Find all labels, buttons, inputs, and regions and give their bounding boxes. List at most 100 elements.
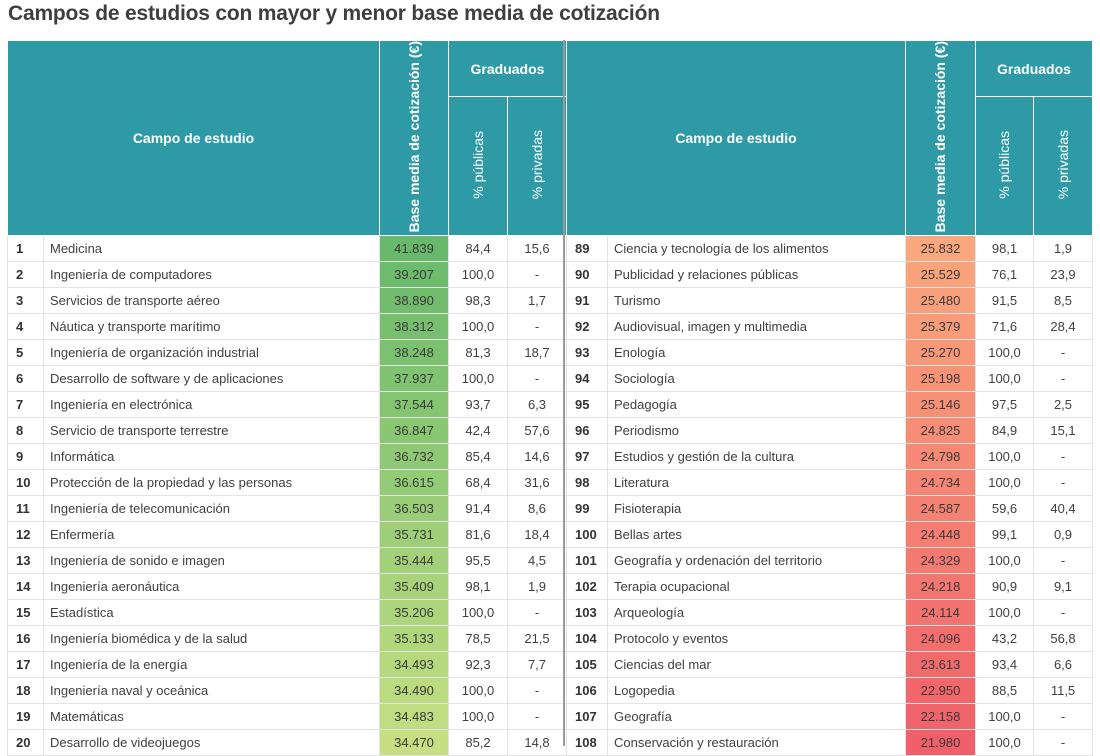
base-cell: 24.587 <box>905 495 976 523</box>
table-row: 10 Protección de la propiedad y las perso… <box>7 469 567 497</box>
rank-cell: 10 <box>7 469 44 497</box>
base-cell: 36.732 <box>379 443 449 471</box>
campo-cell: Geografía <box>607 703 906 731</box>
base-cell: 23.613 <box>905 651 976 679</box>
privadas-cell: - <box>507 677 567 705</box>
campo-cell: Ingeniería naval y oceánica <box>43 677 380 705</box>
campo-cell: Ingeniería de la energía <box>43 651 380 679</box>
rank-cell: 18 <box>7 677 44 705</box>
table-row: 4 Náutica y transporte marítimo 38.312 100,… <box>7 313 567 341</box>
campo-header: Campo de estudio <box>7 39 380 237</box>
rank-cell: 5 <box>7 339 44 367</box>
base-cell: 24.448 <box>905 521 976 549</box>
table-row: 96 Periodismo 24.825 84,9 15,1 <box>566 417 1093 445</box>
privadas-cell: 0,9 <box>1033 521 1093 549</box>
base-cell: 34.470 <box>379 729 449 756</box>
rank-cell: 100 <box>566 521 608 549</box>
campo-cell: Ingeniería de organización industrial <box>43 339 380 367</box>
rank-cell: 95 <box>566 391 608 419</box>
table-row: 92 Audiovisual, imagen y multimedia 25.379… <box>566 313 1093 341</box>
publicas-cell: 92,3 <box>448 651 508 679</box>
campo-cell: Periodismo <box>607 417 906 445</box>
table-row: 17 Ingeniería de la energía 34.493 92,3 7,7 <box>7 651 567 679</box>
rank-cell: 103 <box>566 599 608 627</box>
base-cell: 36.503 <box>379 495 449 523</box>
base-cell: 36.847 <box>379 417 449 445</box>
campo-cell: Desarrollo de videojuegos <box>43 729 380 756</box>
rank-cell: 99 <box>566 495 608 523</box>
publicas-cell: 91,4 <box>448 495 508 523</box>
base-cell: 25.146 <box>905 391 976 419</box>
table-row: 11 Ingeniería de telecomunicación 36.503 91… <box>7 495 567 523</box>
campo-cell: Fisioterapia <box>607 495 906 523</box>
base-cell: 25.480 <box>905 287 976 315</box>
base-header: Base media de cotización (€) <box>905 39 976 237</box>
publicas-cell: 100,0 <box>448 677 508 705</box>
base-cell: 37.937 <box>379 365 449 393</box>
table-row: 14 Ingeniería aeronáutica 35.409 98,1 1,9 <box>7 573 567 601</box>
rank-cell: 19 <box>7 703 44 731</box>
table-row: 18 Ingeniería naval y oceánica 34.490 100,0… <box>7 677 567 705</box>
rank-cell: 106 <box>566 677 608 705</box>
campo-cell: Ingeniería de computadores <box>43 261 380 289</box>
base-cell: 24.329 <box>905 547 976 575</box>
publicas-cell: 90,9 <box>975 573 1034 601</box>
privadas-cell: 14,8 <box>507 729 567 756</box>
table-row: 89 Ciencia y tecnología de los alimentos 2… <box>566 235 1093 263</box>
table-row: 94 Sociología 25.198 100,0- <box>566 365 1093 393</box>
rank-cell: 97 <box>566 443 608 471</box>
privadas-cell: - <box>507 261 567 289</box>
privadas-cell: 1,7 <box>507 287 567 315</box>
base-header: Base media de cotización (€) <box>379 39 449 237</box>
rank-cell: 9 <box>7 443 44 471</box>
table-row: 1 Medicina 41.839 84,4 15,6 <box>7 235 567 263</box>
publicas-cell: 100,0 <box>975 729 1034 756</box>
campo-cell: Desarrollo de software y de aplicaciones <box>43 365 380 393</box>
campo-header: Campo de estudio <box>566 39 906 237</box>
publicas-cell: 59,6 <box>975 495 1034 523</box>
privadas-cell: 18,4 <box>507 521 567 549</box>
publicas-cell: 98,1 <box>975 235 1034 263</box>
privadas-cell: 1,9 <box>1033 235 1093 263</box>
rank-cell: 104 <box>566 625 608 653</box>
campo-cell: Bellas artes <box>607 521 906 549</box>
privadas-cell: - <box>507 703 567 731</box>
privadas-cell: - <box>1033 443 1093 471</box>
table-row: 103 Arqueología 24.114 100,0- <box>566 599 1093 627</box>
table-row: 90 Publicidad y relaciones públicas 25.529… <box>566 261 1093 289</box>
privadas-cell: 15,1 <box>1033 417 1093 445</box>
table-row: 13 Ingeniería de sonido e imagen 35.444 95,… <box>7 547 567 575</box>
privadas-cell: - <box>507 599 567 627</box>
rank-cell: 94 <box>566 365 608 393</box>
base-cell: 25.379 <box>905 313 976 341</box>
privadas-cell: 15,6 <box>507 235 567 263</box>
campo-cell: Audiovisual, imagen y multimedia <box>607 313 906 341</box>
publicas-cell: 100,0 <box>448 599 508 627</box>
rank-cell: 105 <box>566 651 608 679</box>
rank-cell: 11 <box>7 495 44 523</box>
table-row: 16 Ingeniería biomédica y de la salud 35.1… <box>7 625 567 653</box>
publicas-header: % públicas <box>448 96 508 237</box>
base-cell: 21.980 <box>905 729 976 756</box>
campo-cell: Estadística <box>43 599 380 627</box>
table-row: 2 Ingeniería de computadores 39.207 100,0- <box>7 261 567 289</box>
rank-cell: 15 <box>7 599 44 627</box>
publicas-cell: 81,3 <box>448 339 508 367</box>
publicas-cell: 85,4 <box>448 443 508 471</box>
base-cell: 22.950 <box>905 677 976 705</box>
table-row: 20 Desarrollo de videojuegos 34.470 85,2 14,… <box>7 729 567 756</box>
table-row: 8 Servicio de transporte terrestre 36.847 4… <box>7 417 567 445</box>
publicas-cell: 88,5 <box>975 677 1034 705</box>
publicas-cell: 100,0 <box>448 365 508 393</box>
table-row: 19 Matemáticas 34.483 100,0- <box>7 703 567 731</box>
base-cell: 25.529 <box>905 261 976 289</box>
privadas-cell: - <box>1033 365 1093 393</box>
base-cell: 35.731 <box>379 521 449 549</box>
campo-cell: Ciencia y tecnología de los alimentos <box>607 235 906 263</box>
campo-cell: Ingeniería de sonido e imagen <box>43 547 380 575</box>
base-cell: 24.798 <box>905 443 976 471</box>
campo-cell: Ingeniería de telecomunicación <box>43 495 380 523</box>
publicas-cell: 100,0 <box>975 599 1034 627</box>
base-cell: 25.198 <box>905 365 976 393</box>
table-row: 107 Geografía 22.158 100,0- <box>566 703 1093 731</box>
